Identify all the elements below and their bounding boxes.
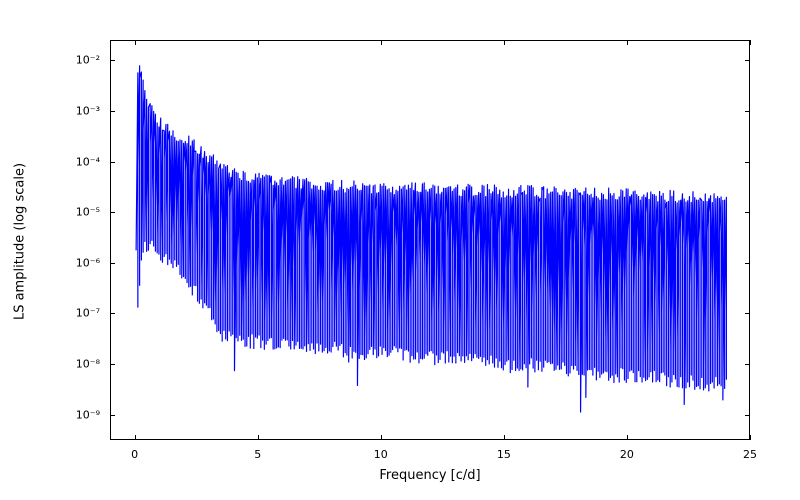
ytick-mark [745,313,750,314]
spectrum-path [136,66,726,412]
ytick-label: 10⁻² [76,54,100,67]
xtick-mark [135,435,136,440]
ytick-mark [745,162,750,163]
figure: LS amplitude (log scale) Frequency [c/d]… [0,0,800,500]
periodogram-line [111,41,751,441]
xtick-label: 5 [254,448,261,461]
ytick-mark [745,364,750,365]
xtick-label: 0 [131,448,138,461]
xtick-mark [381,435,382,440]
ytick-mark [745,263,750,264]
ytick-mark [745,212,750,213]
xtick-label: 20 [620,448,634,461]
xtick-mark [258,435,259,440]
xtick-mark [258,40,259,45]
ytick-mark [110,415,115,416]
ytick-mark [745,60,750,61]
xtick-mark [627,40,628,45]
xtick-mark [135,40,136,45]
xtick-mark [504,40,505,45]
ytick-mark [110,60,115,61]
ytick-label: 10⁻⁹ [76,408,100,421]
x-axis-label: Frequency [c/d] [110,468,750,483]
xtick-mark [750,40,751,45]
ytick-mark [745,415,750,416]
xtick-mark [381,40,382,45]
ytick-label: 10⁻⁶ [76,256,100,269]
ytick-mark [110,111,115,112]
ytick-mark [110,364,115,365]
ytick-mark [110,313,115,314]
ytick-mark [745,111,750,112]
xtick-label: 10 [374,448,388,461]
xtick-mark [627,435,628,440]
xtick-mark [504,435,505,440]
ytick-mark [110,162,115,163]
xtick-label: 15 [497,448,511,461]
ytick-label: 10⁻⁸ [76,358,100,371]
xtick-label: 25 [743,448,757,461]
ytick-mark [110,212,115,213]
ytick-label: 10⁻⁵ [76,206,100,219]
ytick-label: 10⁻⁷ [76,307,100,320]
plot-axes [110,40,750,440]
ytick-label: 10⁻⁴ [76,155,100,168]
xtick-mark [750,435,751,440]
ytick-mark [110,263,115,264]
ytick-label: 10⁻³ [76,104,100,117]
y-axis-label: LS amplitude (log scale) [13,41,28,441]
